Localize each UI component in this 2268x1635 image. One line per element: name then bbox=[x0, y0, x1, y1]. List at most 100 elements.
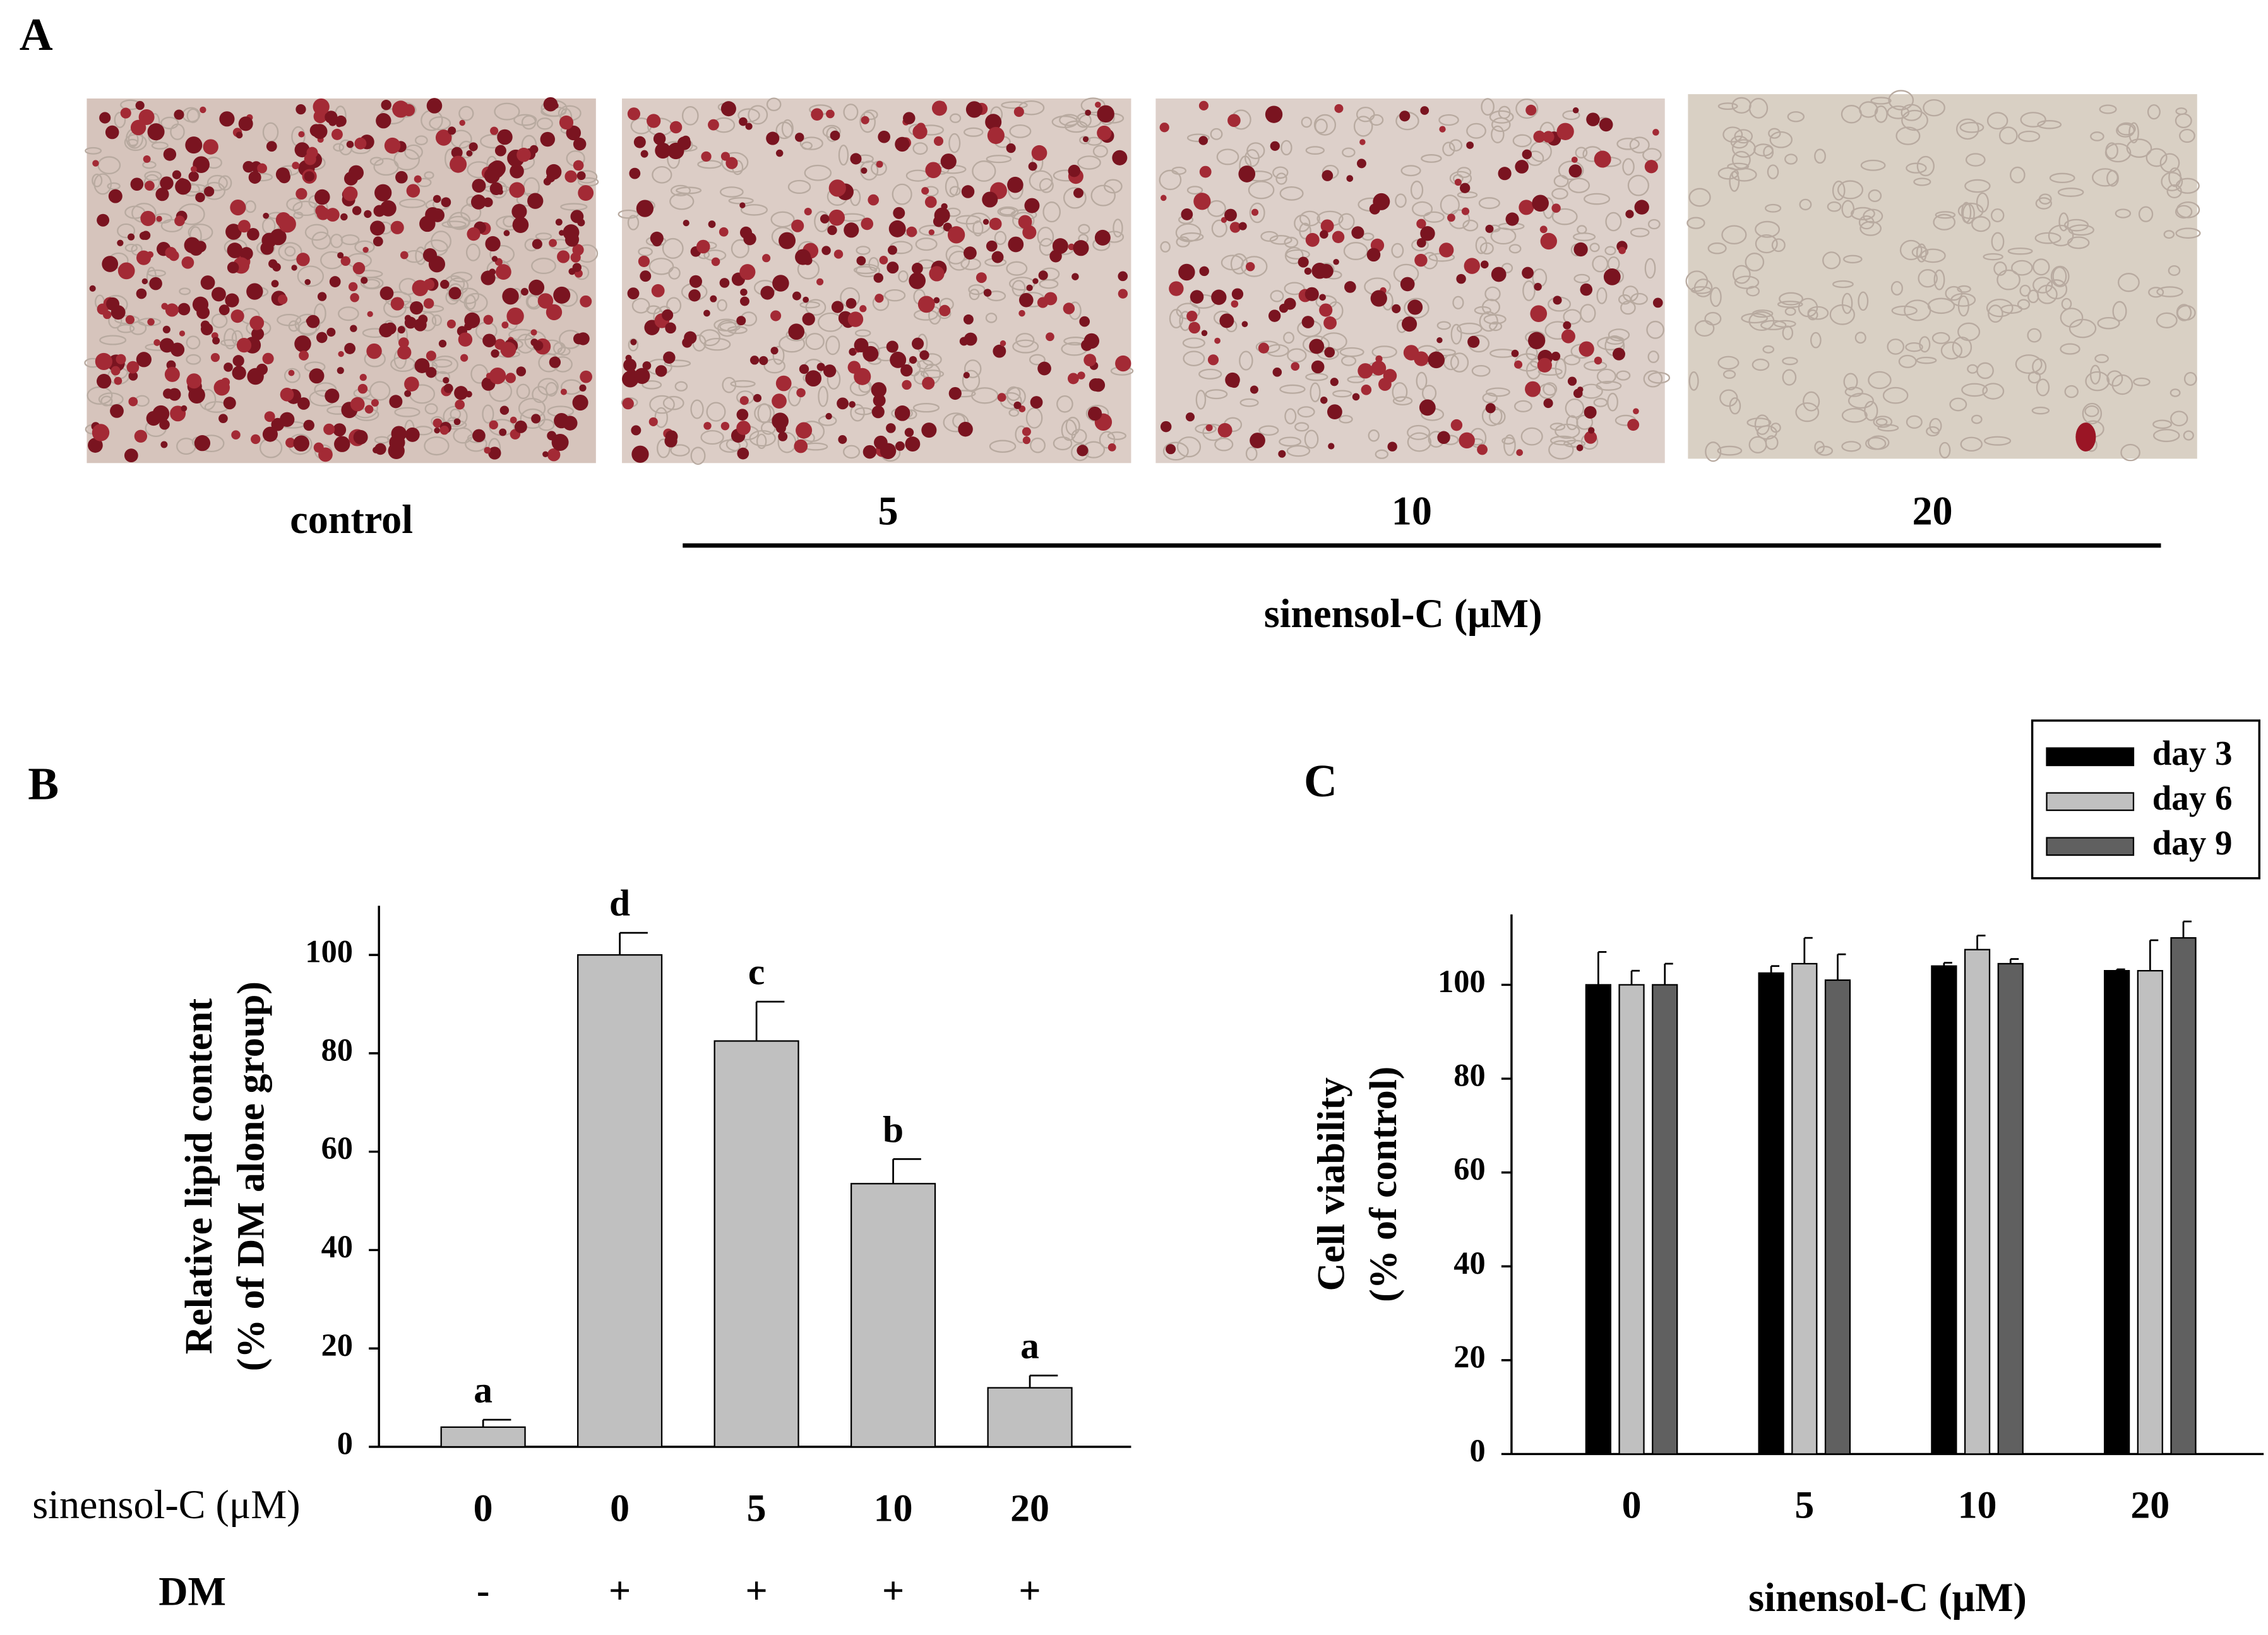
error-bar bbox=[2149, 939, 2159, 971]
cell bbox=[1284, 246, 1304, 265]
lipid bbox=[448, 287, 462, 300]
cell bbox=[1180, 232, 1204, 242]
lipid bbox=[185, 136, 203, 154]
cell bbox=[144, 171, 162, 181]
cell bbox=[666, 297, 682, 314]
lipid bbox=[451, 147, 463, 159]
lipid bbox=[576, 171, 586, 181]
lipid bbox=[1231, 300, 1239, 308]
cell bbox=[1779, 292, 1803, 306]
cell bbox=[1767, 164, 1779, 179]
lipid bbox=[1049, 249, 1062, 263]
lipid bbox=[1309, 338, 1325, 354]
lipid bbox=[629, 167, 641, 179]
cell bbox=[557, 347, 571, 356]
lipid bbox=[1094, 229, 1111, 246]
cell bbox=[560, 203, 588, 211]
lipid bbox=[911, 263, 923, 274]
lipid bbox=[460, 354, 469, 362]
lipid bbox=[179, 330, 186, 337]
lipid bbox=[1186, 310, 1198, 322]
cell bbox=[818, 386, 828, 407]
lipid bbox=[230, 199, 246, 216]
lipid bbox=[647, 114, 661, 128]
lipid bbox=[350, 293, 359, 302]
cell bbox=[1935, 211, 1956, 219]
lipid bbox=[1485, 403, 1496, 414]
cell bbox=[915, 237, 938, 251]
cell bbox=[424, 436, 450, 456]
cell bbox=[1933, 269, 1945, 290]
cell bbox=[1630, 227, 1650, 237]
bar bbox=[1585, 984, 1611, 1455]
lipid bbox=[1022, 225, 1037, 239]
lipid bbox=[331, 128, 343, 140]
lipid bbox=[1561, 329, 1575, 344]
lipid bbox=[1456, 273, 1466, 284]
lipid bbox=[97, 303, 109, 315]
cell bbox=[1923, 99, 1945, 117]
cell bbox=[1618, 294, 1632, 305]
lipid bbox=[854, 368, 871, 385]
cell bbox=[2175, 113, 2192, 129]
cell bbox=[2104, 143, 2132, 163]
lipid bbox=[326, 208, 340, 222]
cell bbox=[1553, 174, 1569, 188]
lipid bbox=[529, 284, 539, 294]
lipid bbox=[434, 427, 440, 434]
lipid bbox=[546, 173, 556, 183]
lipid bbox=[1250, 433, 1265, 448]
error-bar bbox=[755, 1000, 785, 1041]
lipid bbox=[854, 338, 869, 352]
cell bbox=[1514, 400, 1532, 412]
lipid bbox=[117, 262, 135, 280]
lipid bbox=[791, 219, 804, 232]
x-tick-label: 20 bbox=[1010, 1487, 1049, 1530]
lipid bbox=[260, 241, 274, 255]
lipid bbox=[212, 337, 220, 345]
lipid bbox=[262, 352, 274, 364]
panel-label: A bbox=[20, 9, 53, 60]
cell bbox=[1491, 117, 1511, 133]
cell bbox=[854, 329, 871, 337]
cell bbox=[160, 219, 183, 232]
lipid bbox=[868, 194, 880, 206]
cell bbox=[1707, 242, 1727, 255]
lipid bbox=[1225, 372, 1240, 388]
cell bbox=[1438, 114, 1459, 126]
cell bbox=[1255, 340, 1280, 354]
cell bbox=[814, 210, 830, 232]
bar bbox=[1824, 979, 1851, 1455]
lipid bbox=[779, 232, 796, 249]
cell bbox=[1029, 354, 1046, 366]
lipid bbox=[459, 119, 465, 126]
y-tick-label: 80 bbox=[1453, 1058, 1485, 1093]
cell bbox=[1305, 146, 1325, 155]
cell bbox=[1269, 235, 1292, 245]
lipid bbox=[364, 405, 374, 414]
cell bbox=[160, 116, 179, 129]
y-tick-label: 0 bbox=[1469, 1433, 1485, 1468]
cell bbox=[2017, 130, 2041, 142]
lipid bbox=[1573, 242, 1588, 257]
cell bbox=[1555, 358, 1567, 380]
lipid bbox=[844, 222, 859, 238]
cell bbox=[1647, 371, 1671, 384]
lipid bbox=[218, 414, 228, 424]
lipid bbox=[497, 189, 503, 195]
cell bbox=[1339, 415, 1353, 424]
lipid bbox=[454, 386, 469, 400]
lipid bbox=[581, 400, 588, 407]
lipid bbox=[423, 298, 434, 309]
lipid bbox=[1522, 267, 1534, 279]
cell bbox=[1572, 232, 1596, 241]
lipid bbox=[959, 337, 969, 346]
cell bbox=[1423, 211, 1445, 223]
error-bar bbox=[1664, 962, 1673, 985]
cell bbox=[1551, 208, 1578, 225]
lipid bbox=[1032, 278, 1039, 284]
cell bbox=[1752, 358, 1770, 371]
lipid bbox=[108, 189, 122, 203]
lipid bbox=[862, 445, 877, 459]
lipid bbox=[778, 431, 788, 441]
